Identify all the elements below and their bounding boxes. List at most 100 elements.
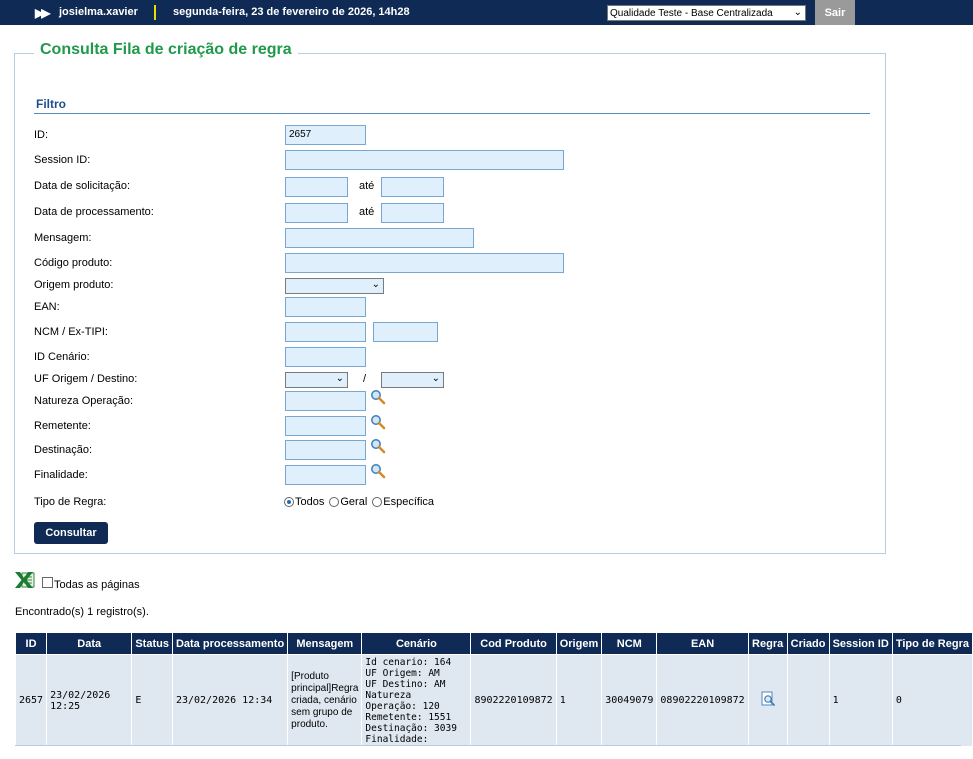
column-header[interactable]: NCM	[601, 632, 658, 655]
table-bottom-border	[15, 745, 961, 746]
processing-date-until-label: até	[359, 206, 375, 218]
top-bar: ▶▶ josielma.xavier segunda-feira, 23 de …	[0, 0, 973, 25]
sender-label: Remetente:	[34, 420, 91, 432]
destination-label: Destinação:	[34, 444, 93, 456]
cell-ncm: 30049079	[601, 654, 658, 747]
id-label: ID:	[34, 129, 49, 141]
rule-type-radio-geral[interactable]	[329, 497, 340, 507]
cell-rule-type: 0	[891, 654, 973, 747]
scenario-line: Id cenario: 164	[365, 656, 452, 668]
section-divider	[34, 113, 870, 114]
double-chevron-right-icon[interactable]: ▶▶	[35, 6, 51, 20]
cell-processing-date: 23/02/2026 12:34	[171, 654, 289, 747]
column-header[interactable]: Data	[46, 632, 133, 655]
base-select-value: Qualidade Teste - Base Centralizada	[610, 7, 773, 19]
processing-date-to-input[interactable]	[381, 203, 444, 223]
ncm-label: NCM / Ex-TIPI:	[34, 326, 108, 338]
column-header[interactable]: Session ID	[828, 632, 893, 655]
search-icon[interactable]	[370, 414, 386, 430]
uf-origin-select[interactable]: ⌄	[285, 372, 348, 388]
message-label: Mensagem:	[34, 232, 92, 244]
request-date-from-input[interactable]	[285, 177, 348, 197]
purpose-label: Finalidade:	[34, 469, 88, 481]
column-header[interactable]: Criado	[786, 632, 830, 655]
id-input[interactable]: 2657	[285, 125, 366, 145]
rule-type-option-label: Específica	[383, 496, 435, 508]
cell-ean: 08902220109872	[656, 654, 749, 747]
results-count: Encontrado(s) 1 registro(s).	[15, 606, 149, 618]
column-header[interactable]: Tipo de Regra	[891, 632, 973, 655]
sender-input[interactable]	[285, 416, 366, 436]
request-date-label: Data de solicitação:	[34, 180, 130, 192]
ean-input[interactable]	[285, 297, 366, 317]
cell-rule	[747, 654, 788, 747]
cell-scenario: Id cenario: 164 UF Origem: AM UF Destino…	[361, 654, 472, 747]
separator	[154, 5, 156, 20]
product-code-input[interactable]	[285, 253, 564, 273]
column-header[interactable]: Regra	[747, 632, 788, 655]
chevron-down-icon: ⌄	[335, 373, 344, 384]
cell-session-id: 1	[828, 654, 893, 747]
column-header[interactable]: Cod Produto	[470, 632, 557, 655]
view-document-icon[interactable]	[760, 691, 776, 707]
scenario-id-input[interactable]	[285, 347, 366, 367]
column-header[interactable]: Data processamento	[171, 632, 289, 655]
rule-type-radio-group: Todos Geral Específica	[284, 496, 434, 508]
table-header-row: ID Data Status Data processamento Mensag…	[14, 632, 973, 655]
consult-button[interactable]: Consultar	[34, 522, 108, 544]
rule-type-radio-todos[interactable]	[284, 497, 294, 507]
destination-input[interactable]	[285, 440, 366, 460]
cell-message: [Produto principal]Regra criada, cenário…	[287, 654, 363, 747]
product-origin-label: Origem produto:	[34, 279, 114, 291]
results-table: ID Data Status Data processamento Mensag…	[14, 632, 973, 747]
rule-type-option-label: Geral	[340, 496, 368, 508]
scenario-line: Remetente: 1551	[365, 711, 452, 723]
logout-button[interactable]: Sair	[815, 0, 855, 25]
search-icon[interactable]	[370, 438, 386, 454]
scenario-line: Destinação: 3039	[365, 722, 457, 734]
uf-destination-select[interactable]: ⌄	[381, 372, 444, 388]
rule-type-radio-especifica[interactable]	[372, 497, 383, 507]
ex-tipi-input[interactable]	[373, 322, 438, 342]
operation-nature-label: Natureza Operação:	[34, 395, 134, 407]
uf-separator: /	[363, 373, 367, 385]
column-header[interactable]: Status	[131, 632, 173, 655]
table-row: 2657 23/02/2026 12:25 E 23/02/2026 12:34…	[14, 654, 973, 747]
all-pages-checkbox[interactable]	[42, 577, 53, 588]
cell-origin: 1	[555, 654, 603, 747]
chevron-down-icon: ⌄	[793, 7, 802, 18]
cell-id: 2657	[14, 654, 48, 747]
cell-product-code: 8902220109872	[470, 654, 557, 747]
processing-date-label: Data de processamento:	[34, 206, 154, 218]
column-header[interactable]: EAN	[656, 632, 749, 655]
request-date-to-input[interactable]	[381, 177, 444, 197]
column-header[interactable]: Mensagem	[287, 632, 363, 655]
column-header[interactable]: Cenário	[361, 632, 472, 655]
all-pages-label: Todas as páginas	[54, 579, 140, 591]
search-icon[interactable]	[370, 463, 386, 479]
column-header[interactable]: ID	[14, 632, 48, 655]
scenario-line: UF Destino: AM	[365, 678, 446, 690]
current-datetime: segunda-feira, 23 de fevereiro de 2026, …	[173, 6, 410, 18]
rule-type-option-label: Todos	[295, 496, 325, 508]
chevron-down-icon: ⌄	[371, 279, 380, 290]
session-id-label: Session ID:	[34, 154, 91, 166]
base-select[interactable]: Qualidade Teste - Base Centralizada ⌄	[607, 5, 806, 21]
product-code-label: Código produto:	[34, 257, 113, 269]
search-icon[interactable]	[370, 389, 386, 405]
purpose-input[interactable]	[285, 465, 366, 485]
product-origin-select[interactable]: ⌄	[285, 278, 384, 294]
cell-status: E	[131, 654, 173, 747]
scenario-line: UF Origem: AM	[365, 667, 440, 679]
session-id-input[interactable]	[285, 150, 564, 170]
ncm-input[interactable]	[285, 322, 366, 342]
request-date-until-label: até	[359, 180, 375, 192]
chevron-down-icon: ⌄	[431, 373, 440, 384]
scenario-id-label: ID Cenário:	[34, 351, 90, 363]
operation-nature-input[interactable]	[285, 391, 366, 411]
excel-icon[interactable]	[14, 570, 36, 590]
message-input[interactable]	[285, 228, 474, 248]
processing-date-from-input[interactable]	[285, 203, 348, 223]
column-header[interactable]: Origem	[555, 632, 603, 655]
user-name: josielma.xavier	[59, 6, 138, 18]
